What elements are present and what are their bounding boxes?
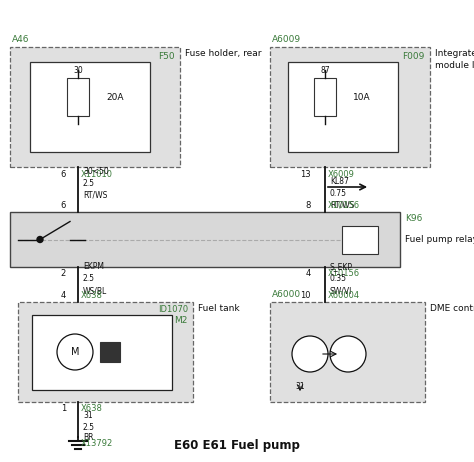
- Bar: [32, 315, 172, 390]
- Text: 4: 4: [306, 269, 311, 278]
- Bar: [30, 62, 150, 152]
- Text: BR: BR: [83, 433, 93, 443]
- Text: A6009: A6009: [272, 35, 301, 44]
- Text: A46: A46: [12, 35, 29, 44]
- Bar: [18, 302, 193, 402]
- Text: 6: 6: [61, 170, 66, 179]
- Text: RT/WS: RT/WS: [83, 191, 108, 200]
- Circle shape: [57, 334, 93, 370]
- Text: 2.5: 2.5: [83, 423, 95, 432]
- Text: 0.35: 0.35: [330, 274, 347, 283]
- Circle shape: [330, 336, 366, 372]
- Circle shape: [292, 336, 328, 372]
- Text: 31: 31: [83, 412, 92, 420]
- Bar: [342, 226, 378, 254]
- Text: EKPM: EKPM: [83, 262, 104, 271]
- Text: 10: 10: [301, 291, 311, 300]
- Text: E60 E61 Fuel pump: E60 E61 Fuel pump: [174, 439, 300, 452]
- Text: Fuel pump relay: Fuel pump relay: [405, 235, 474, 244]
- Text: X638: X638: [81, 291, 103, 300]
- Text: KL87: KL87: [330, 177, 349, 186]
- Text: X10156: X10156: [328, 269, 360, 278]
- Text: Fuse holder, rear: Fuse holder, rear: [185, 49, 262, 58]
- Text: 6: 6: [61, 201, 66, 210]
- Text: F009: F009: [402, 52, 425, 61]
- Text: Fuel tank: Fuel tank: [198, 304, 240, 313]
- Text: S_EKP: S_EKP: [330, 262, 353, 271]
- Text: 2: 2: [61, 269, 66, 278]
- Text: 2.5: 2.5: [83, 274, 95, 283]
- Bar: [10, 212, 400, 267]
- Text: 31: 31: [295, 382, 305, 391]
- Bar: [270, 47, 430, 167]
- Bar: [288, 62, 398, 152]
- Bar: [270, 302, 425, 402]
- Bar: [67, 78, 89, 116]
- Text: M: M: [71, 347, 79, 357]
- Text: SW/VI: SW/VI: [330, 286, 352, 295]
- Text: WS/BL: WS/BL: [83, 286, 107, 295]
- Text: 8: 8: [306, 201, 311, 210]
- Text: X638: X638: [81, 404, 103, 413]
- Bar: [10, 47, 180, 167]
- Text: K96: K96: [405, 214, 422, 223]
- Text: 20A: 20A: [106, 92, 124, 102]
- Bar: [100, 342, 120, 362]
- Text: A6000: A6000: [272, 290, 301, 299]
- Text: 13: 13: [301, 170, 311, 179]
- Text: F50: F50: [158, 52, 175, 61]
- Text: X6009: X6009: [328, 170, 355, 179]
- Bar: [314, 78, 336, 116]
- Text: X11010: X11010: [81, 170, 113, 179]
- Text: ID1070: ID1070: [158, 305, 188, 314]
- Text: 2.5: 2.5: [83, 179, 95, 188]
- Text: 30<50: 30<50: [83, 167, 109, 176]
- Text: 4: 4: [61, 291, 66, 300]
- Text: 10A: 10A: [353, 92, 371, 102]
- Text: RT/WS: RT/WS: [330, 201, 355, 210]
- Text: X13792: X13792: [81, 439, 113, 448]
- Text: X10156: X10156: [328, 201, 360, 210]
- Text: 30: 30: [73, 66, 83, 75]
- Text: X60004: X60004: [328, 291, 360, 300]
- Text: M2: M2: [174, 316, 188, 325]
- Text: 87: 87: [320, 66, 330, 75]
- Text: 0.75: 0.75: [330, 189, 347, 198]
- Circle shape: [37, 237, 43, 243]
- Text: Integrated supply: Integrated supply: [435, 49, 474, 58]
- Text: DME control module: DME control module: [430, 304, 474, 313]
- Text: 1: 1: [61, 404, 66, 413]
- Text: module IVM: module IVM: [435, 61, 474, 70]
